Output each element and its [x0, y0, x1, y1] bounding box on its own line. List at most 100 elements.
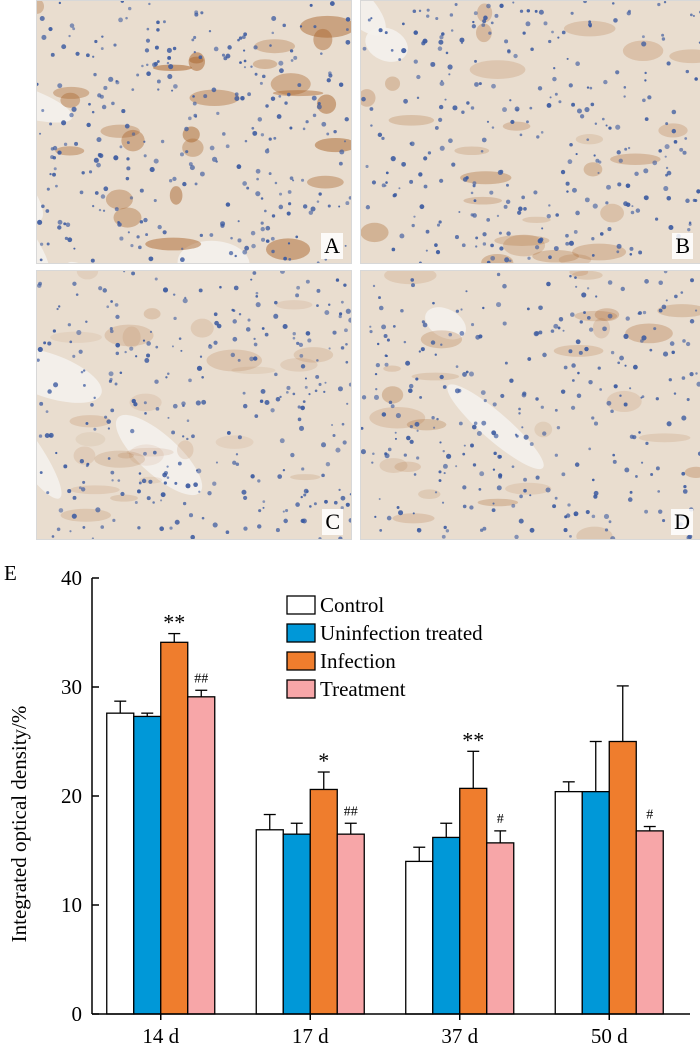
panel-label-e: E	[4, 561, 17, 585]
stain-region	[182, 138, 204, 157]
stain-region	[70, 485, 120, 495]
stain-region	[55, 146, 85, 156]
bar	[432, 836, 461, 1015]
stain-region	[469, 60, 526, 79]
stain-region	[275, 300, 313, 310]
y-tick-label: 0	[72, 1002, 83, 1026]
lumen-space	[425, 307, 467, 340]
stain-region	[606, 390, 642, 413]
stain-region	[638, 433, 691, 443]
x-tick-label: 50 d	[591, 1024, 628, 1044]
tissue-background	[361, 271, 700, 539]
stain-region	[569, 271, 589, 277]
stain-region	[463, 196, 503, 205]
micrograph-panel-a: A	[36, 0, 352, 264]
stain-region	[206, 349, 262, 372]
significance-marker: #	[646, 808, 653, 823]
cell-nuclei	[37, 271, 351, 539]
stain-region	[316, 94, 337, 114]
stain-region	[475, 23, 492, 43]
y-tick-label: 10	[61, 893, 82, 917]
bar	[160, 641, 189, 1015]
stain-region	[502, 121, 531, 131]
panel-label-a: A	[321, 233, 343, 259]
stain-region	[583, 162, 603, 177]
stain-region	[361, 222, 389, 243]
micrograph-image-c	[37, 271, 351, 539]
stain-region	[189, 89, 240, 106]
stain-region	[121, 129, 145, 152]
stain-region	[575, 134, 604, 145]
bar-series	[106, 632, 664, 1015]
micrograph-image-a	[37, 1, 351, 263]
significance-marker: #	[497, 812, 504, 827]
stain-region	[50, 331, 102, 343]
stain-region	[60, 508, 111, 522]
stain-region	[190, 318, 214, 338]
stain-region	[270, 73, 311, 95]
x-axis-ticks: 14 d 17 d 37 d 50 d	[142, 1014, 628, 1044]
stain-region	[563, 20, 616, 37]
micrograph-image-d	[361, 271, 700, 539]
stain-region	[100, 124, 140, 138]
stain-region	[231, 366, 276, 375]
stain-region	[669, 49, 700, 64]
stain-region	[411, 372, 460, 381]
chart-axes	[91, 578, 690, 1015]
stain-region	[293, 347, 334, 363]
stain-region	[126, 447, 174, 457]
significance-marker: **	[163, 610, 185, 635]
legend-swatch	[286, 623, 316, 643]
stain-region	[610, 153, 661, 165]
legend-label: Control	[320, 593, 384, 617]
stain-region	[75, 432, 106, 447]
cell-nuclei	[361, 271, 700, 539]
stain-region	[418, 489, 441, 499]
stain-region	[53, 86, 90, 99]
bar	[336, 833, 365, 1015]
stain-region	[625, 323, 673, 344]
stain-region	[299, 15, 351, 38]
stain-region	[314, 137, 351, 153]
significance-markers: **##*##**# #	[163, 610, 653, 827]
panel-label-d: D	[671, 509, 693, 535]
panel-label-b: B	[672, 233, 693, 259]
stain-region	[684, 466, 700, 478]
y-tick-label: 30	[61, 675, 82, 699]
lumen-space	[37, 347, 102, 403]
legend-label: Uninfection treated	[320, 621, 483, 645]
legend-label: Treatment	[320, 677, 406, 701]
lumen-space	[361, 1, 386, 36]
stain-region	[110, 494, 138, 502]
stain-region	[534, 421, 553, 438]
y-tick-label: 20	[61, 784, 82, 808]
y-tick-label: 40	[61, 566, 82, 590]
y-axis-label: Integrated optical density/%	[7, 706, 31, 943]
stain-region	[477, 498, 519, 507]
stain-region	[576, 526, 613, 539]
bar	[255, 829, 284, 1015]
stain-region	[379, 458, 408, 473]
stain-region	[622, 40, 664, 62]
chart-legend: Control Uninfection treated Infection Treat…	[286, 593, 483, 701]
bar	[106, 712, 135, 1015]
stain-region	[505, 482, 552, 495]
stain-region	[572, 243, 627, 261]
bar	[554, 790, 583, 1015]
stain-region	[76, 271, 99, 280]
legend-swatch	[286, 595, 316, 615]
stain-region	[280, 357, 318, 372]
bar	[635, 830, 664, 1015]
significance-marker: *	[318, 748, 329, 773]
significance-marker: ##	[344, 804, 358, 819]
bar	[486, 842, 515, 1015]
lumen-space	[115, 414, 203, 496]
x-tick-label: 14 d	[142, 1024, 179, 1044]
stain-region	[383, 365, 401, 372]
stain-region	[392, 513, 435, 524]
lumen-space	[447, 384, 544, 470]
cell-nuclei	[37, 1, 351, 263]
stain-region	[117, 452, 134, 459]
stain-region	[388, 114, 435, 126]
stain-region	[215, 435, 254, 449]
